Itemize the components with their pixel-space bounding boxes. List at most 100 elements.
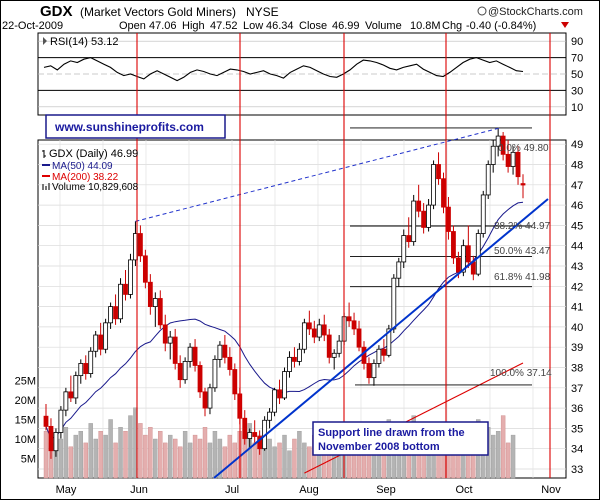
copyright: @StockCharts.com [488,6,583,18]
candle-body [172,336,178,364]
volume-tick-labels: 5M 10M 15M 20M 25M [15,376,36,466]
volume-bar [177,446,183,479]
volume-bar [148,427,153,479]
price-tick-label: 45 [571,220,583,232]
legend-main: GDX (Daily) 46.99 [49,148,138,160]
volume-bar [158,431,163,479]
volume-bar [168,434,173,479]
price-tick-label: 39 [571,342,583,354]
candle-body [197,365,203,393]
volume-bar [212,431,218,479]
candle-body [252,432,258,437]
candle-body [371,363,377,379]
candle-body [446,206,451,232]
volume-bar [217,438,223,479]
candle-body [138,233,143,257]
candle-body [366,363,372,379]
price-tick-label: 38 [571,363,583,375]
candle-body [356,328,362,348]
volume-bar [207,442,213,479]
volume-bar [227,434,233,479]
candle-body [495,135,501,147]
candle-body [386,328,392,356]
candle-body [103,322,109,350]
volume-bar [267,438,272,479]
volume-bar [505,442,511,479]
low-label: Low [243,20,263,32]
candle-body [321,324,327,336]
fib-label-100: 100.0% 37.14 [490,368,552,379]
volume-bar [108,419,113,479]
candle-body [88,350,94,374]
candle-body [465,245,471,263]
candle-body [301,322,307,350]
candle-body [500,135,506,155]
ma200-legend-swatch [42,175,50,177]
candle-body [142,255,148,283]
volume-tick-label: 15M [15,415,36,427]
watermark: www.sunshineprofits.com [45,114,226,139]
candle-body [515,151,521,178]
rsi-line [43,57,524,82]
candle-body [182,361,188,381]
annotation-line-2: November 2008 bottom [318,441,440,453]
watermark-box [45,114,226,139]
candle-body [48,425,54,452]
volume-bar [123,431,128,479]
volume-tick-label: 10M [15,434,36,446]
candle-body [451,231,456,259]
high-value: 47.52 [210,20,238,32]
fib-label-0: 0.0% 49.80 [498,143,549,154]
candle-body [287,356,292,372]
rsi-tick-label: 70 [571,53,583,65]
symbol: GDX [40,3,73,20]
candle-body [292,356,297,362]
ma50-legend-swatch [42,164,50,166]
candle-body [242,417,248,439]
candle-body [331,352,337,358]
candle-body [306,322,312,330]
volume-bar [83,442,88,479]
price-tick-label: 43 [571,261,583,273]
ohlc-icon [42,150,46,158]
candle-body [53,432,59,452]
x-axis-label: Aug [299,484,319,496]
candle-body [123,283,128,295]
fib-label-50: 50.0% 43.47 [494,246,551,257]
candle-body [431,164,436,206]
volume-value: 10.8M [410,20,441,32]
candle-body [167,336,173,344]
down-arrow-icon [561,22,569,28]
volume-bar [297,431,302,479]
volume-bar [113,442,118,479]
price-tick-label: 33 [571,464,583,476]
watermark-text[interactable]: www.sunshineprofits.com [54,120,204,134]
chart-header: GDX (Market Vectors Gold Miners) NYSE 22… [2,3,583,32]
candle-body [421,210,427,228]
volume-bar [78,431,83,479]
candle-body [43,415,49,427]
fibonacci-lines [350,127,532,386]
volume-bar [500,415,506,479]
volume-bar [58,438,64,479]
rsi-tick-label: 10 [571,102,583,114]
volume-bar [153,438,158,479]
fib-label-618: 61.8% 41.98 [494,272,551,283]
x-axis-label: Jun [130,484,148,496]
candle-body [401,235,407,263]
volume-tick-label: 20M [15,395,36,407]
volume-bar [272,446,277,479]
price-tick-label: 48 [571,160,583,172]
annotation-box [312,421,489,456]
candle-body [297,348,302,362]
candle-body [416,200,422,212]
fib-label-382: 38.2% 44.97 [494,221,551,232]
rsi-panel: 90 70 50 30 10 RSI(14) 53.12 [37,32,583,116]
annotation-line-1: Support line drawn from the [318,427,465,439]
close-value: 46.99 [332,20,360,32]
rsi-tick-label: 90 [571,36,583,48]
candle-body [490,145,496,165]
candle-body [282,371,287,399]
volume-bar [63,427,69,479]
rsi-tick-label: 30 [571,85,583,97]
